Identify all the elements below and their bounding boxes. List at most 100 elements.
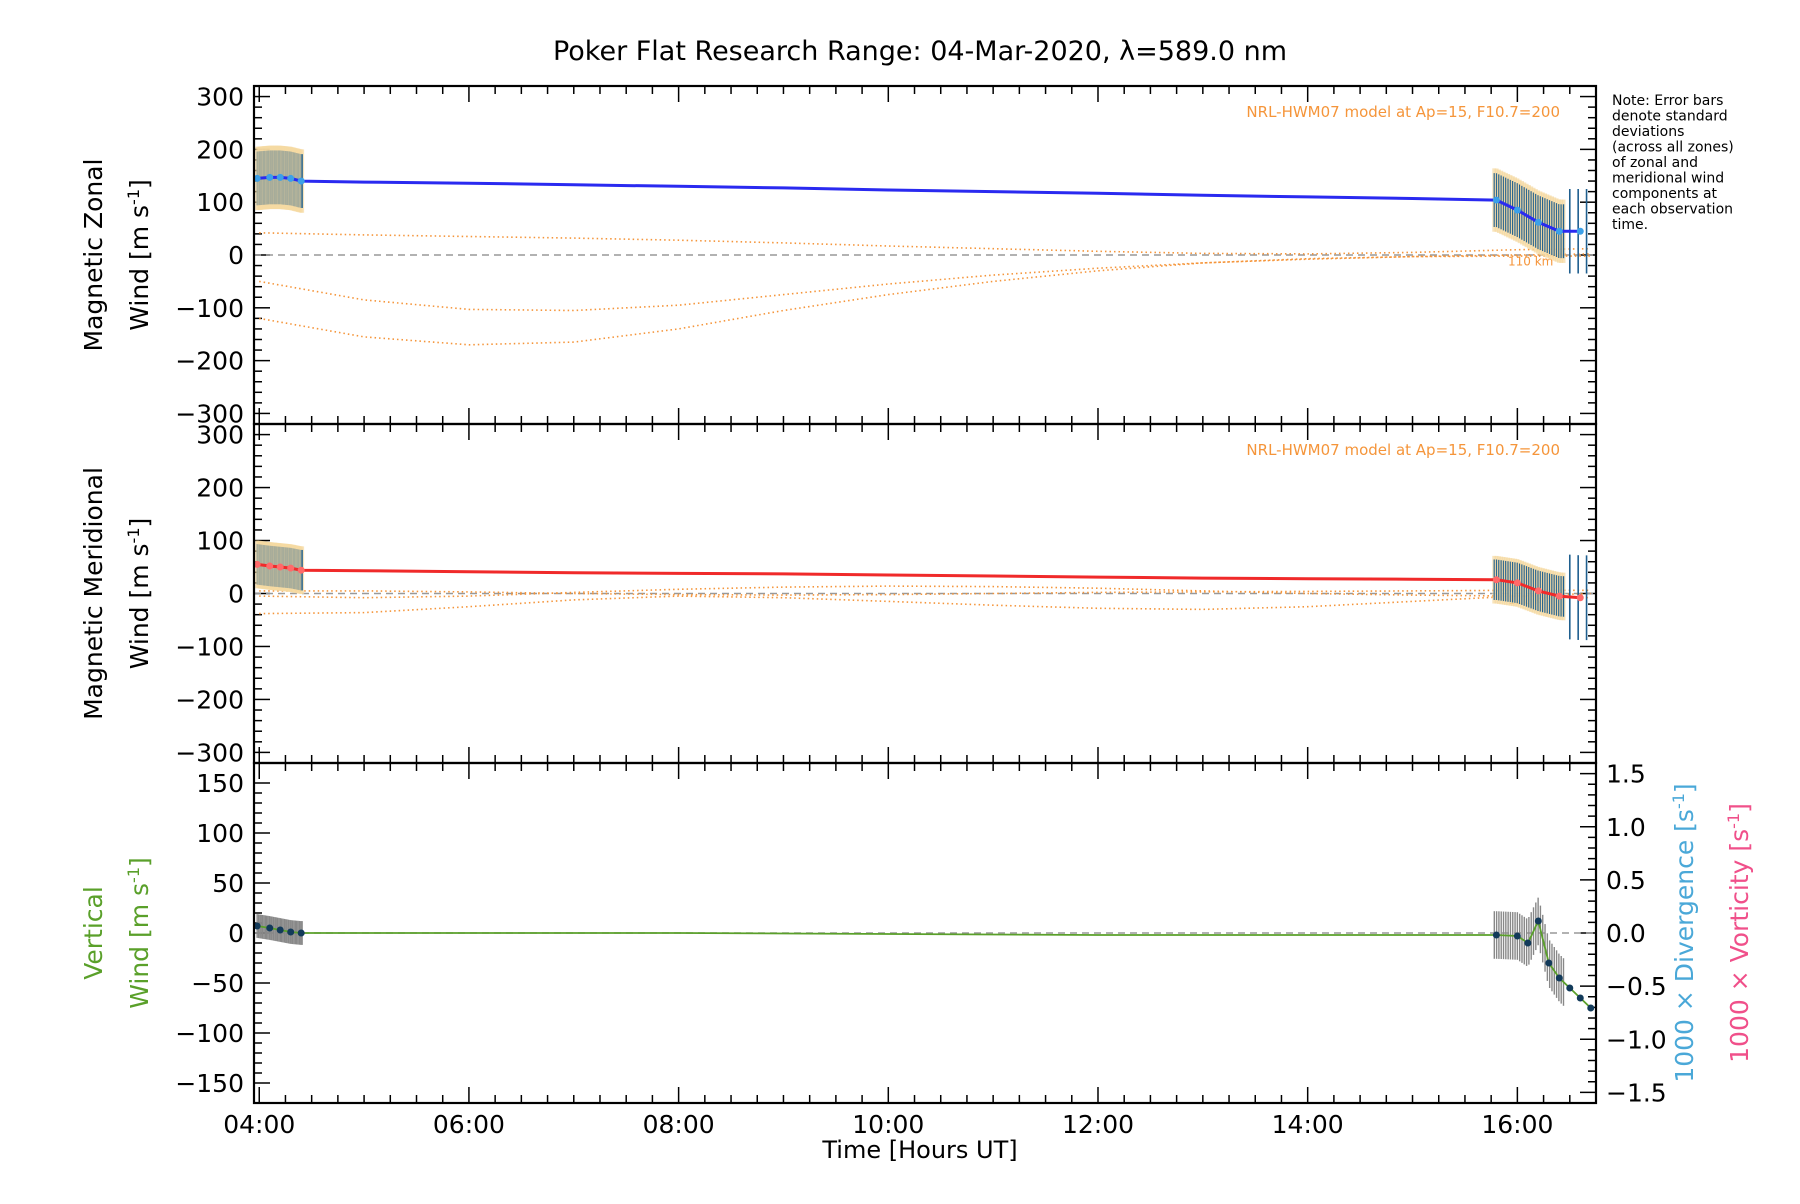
y-tick-label: 100 (196, 527, 244, 556)
observed-point (287, 928, 295, 936)
y-tick-label: 100 (196, 819, 244, 848)
x-tick-label: 10:00 (852, 1110, 924, 1139)
y-axis-label-line2: Wind [m s-1] (124, 179, 155, 331)
model-series-line (259, 253, 1591, 312)
y-tick-label: 100 (196, 188, 244, 217)
x-tick-label: 14:00 (1272, 1110, 1344, 1139)
model-series-line (259, 585, 1591, 599)
note-line: time. (1612, 217, 1648, 233)
model-series-line (259, 592, 1591, 615)
y-tick-label: −300 (175, 399, 244, 428)
x-tick-label: 16:00 (1481, 1110, 1553, 1139)
y-axis-label-line1: Vertical (79, 886, 108, 980)
observed-point (287, 564, 295, 572)
observed-point (266, 173, 274, 181)
y-tick-label: −300 (175, 738, 244, 767)
y-tick-label: 0 (228, 580, 244, 609)
y2-axis-label-divergence: 1000 × Divergence [s-1] (1669, 783, 1700, 1082)
x-tick-label: 12:00 (1062, 1110, 1134, 1139)
observed-point (287, 174, 295, 182)
observed-point (1534, 587, 1542, 595)
y-axis-label-line2: Wind [m s-1] (124, 518, 155, 670)
y-tick-label: 50 (212, 869, 244, 898)
y-axis-label-line1: Magnetic Meridional (79, 467, 108, 720)
y2-tick-label: −1.5 (1606, 1078, 1667, 1107)
y2-tick-label: −0.5 (1606, 972, 1667, 1001)
observed-series-line (256, 562, 1581, 600)
x-tick-label: 04:00 (223, 1110, 295, 1139)
y2-tick-label: 1.0 (1606, 813, 1646, 842)
observed-point (1566, 984, 1574, 992)
y-tick-label: −100 (175, 1019, 244, 1048)
note-line: denote standard (1612, 109, 1728, 125)
observed-point (1492, 196, 1500, 204)
model-series-line (259, 589, 1591, 596)
panel-vertical: 150 100 50 0 −50 −100 −150 1.5 1.0 0.5 0.0 −0.5 −1.0… (79, 760, 1754, 1108)
x-axis-label: Time [Hours UT] (821, 1136, 1017, 1164)
y2-tick-label: 1.5 (1606, 760, 1646, 789)
y-tick-label: 300 (196, 421, 244, 450)
observed-point (297, 177, 305, 185)
y-tick-label: −100 (175, 632, 244, 661)
observed-point (1555, 974, 1563, 982)
observed-point (1555, 592, 1563, 600)
observed-point (1534, 917, 1542, 925)
observed-point (253, 922, 261, 930)
model-height-label: 110 km (1508, 255, 1553, 269)
y2-tick-label: −1.0 (1606, 1025, 1667, 1054)
observed-point (253, 560, 261, 568)
model-series-line (259, 255, 1591, 346)
observed-point (1513, 932, 1521, 940)
model-label: NRL-HWM07 model at Ap=15, F10.7=200 (1246, 441, 1560, 459)
y2-tick-label: 0.0 (1606, 919, 1646, 948)
figure-title: Poker Flat Research Range: 04-Mar-2020, … (553, 36, 1287, 67)
y-tick-label: 150 (196, 769, 244, 798)
observed-point (1555, 227, 1563, 235)
observed-point (297, 929, 305, 937)
model-label: NRL-HWM07 model at Ap=15, F10.7=200 (1246, 103, 1560, 121)
observed-point (276, 173, 284, 181)
y-tick-label: −150 (175, 1069, 244, 1098)
panels: 300 200 100 0 −100 −200 −300 Magnetic Zonal Wind… (79, 83, 1754, 1139)
y-tick-label: −200 (175, 685, 244, 714)
y-axis-label-line2: Wind [m s-1] (124, 857, 155, 1009)
x-tick-label: 06:00 (433, 1110, 505, 1139)
note-line: (across all zones) (1612, 140, 1734, 156)
note-line: each observation (1612, 202, 1733, 218)
panel-zonal: 300 200 100 0 −100 −200 −300 Magnetic Zonal Wind… (79, 83, 1598, 428)
y-tick-label: 300 (196, 83, 244, 112)
y-tick-label: 0 (228, 919, 244, 948)
observed-series-line (256, 175, 1581, 233)
observed-point (1576, 594, 1584, 602)
observed-point (276, 563, 284, 571)
observed-point (1587, 1004, 1595, 1012)
observed-point (297, 566, 305, 574)
y-tick-label: −200 (175, 347, 244, 376)
note-line: components at (1612, 186, 1718, 202)
y-tick-label: 0 (228, 241, 244, 270)
observed-series-line (256, 918, 1592, 1009)
x-tick-label: 08:00 (643, 1110, 715, 1139)
y-axis-label-line1: Magnetic Zonal (79, 159, 108, 352)
y-tick-label: −100 (175, 294, 244, 323)
observed-point (1576, 227, 1584, 235)
model-series-line (259, 232, 1591, 255)
observed-point (1545, 959, 1553, 967)
observed-point (276, 926, 284, 934)
panel-frame (252, 761, 1598, 1105)
y-tick-label: 200 (196, 474, 244, 503)
note-line: deviations (1612, 124, 1684, 140)
observed-point (266, 924, 274, 932)
note-line: of zonal and (1612, 155, 1698, 171)
observed-point (1492, 576, 1500, 584)
y2-axis-label-vorticity: 1000 × Vorticity [s-1] (1724, 803, 1755, 1063)
observed-point (253, 174, 261, 182)
observed-point (1524, 939, 1532, 947)
observed-point (1513, 579, 1521, 587)
y-tick-label: 200 (196, 135, 244, 164)
note-line: Note: Error bars (1612, 93, 1723, 109)
panel-meridional: 300 200 100 0 −100 −200 −300 Magnetic Meridiona… (79, 421, 1598, 767)
